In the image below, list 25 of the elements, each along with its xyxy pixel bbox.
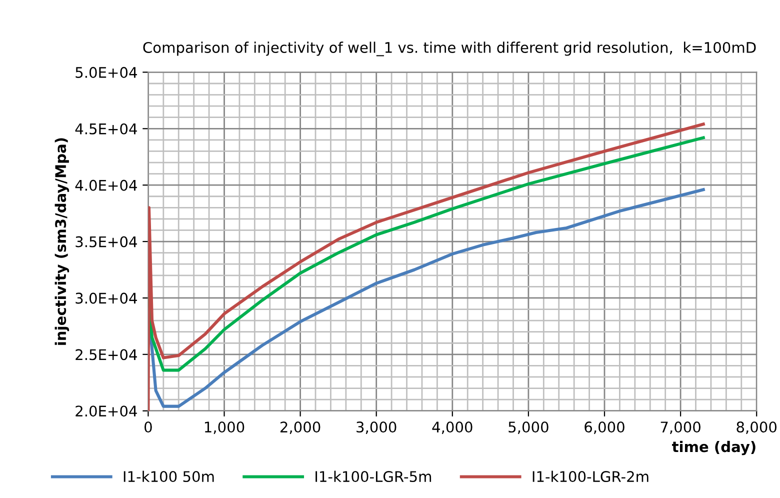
y-tick-label: 2.0E+04	[76, 406, 137, 417]
y-tick-label: 3.0E+04	[76, 292, 137, 304]
y-tick-label: 3.5E+04	[76, 236, 137, 248]
x-tick-label: 0	[144, 422, 152, 433]
x-axis-title: time (day)	[672, 440, 756, 456]
y-tick-label: 4.5E+04	[75, 123, 137, 134]
chart-title: Comparison of injectivity of well_1 vs. time with different grid resolution, k=100mD	[143, 42, 756, 56]
legend-label: I1-k100-LGR-5m	[316, 470, 432, 482]
x-tick-label: 4,000	[432, 422, 472, 434]
line-series	[148, 188, 705, 408]
line-series	[148, 122, 705, 411]
x-tick-label: 8,000	[736, 422, 777, 434]
y-tick-label: 4.0E+04	[75, 180, 137, 191]
legend-label: I1-k100 50m	[124, 470, 214, 482]
legend-label: I1-k100-LGR-2m	[532, 470, 648, 482]
y-tick-label: 2.5E+04	[76, 349, 137, 360]
x-tick-label: 1,000	[204, 422, 244, 434]
line-series	[148, 136, 705, 372]
y-axis-title: injectivity (sm3/day/Mpa)	[54, 138, 70, 345]
x-tick-label: 6,000	[584, 422, 624, 434]
x-tick-label: 5,000	[508, 422, 548, 434]
x-tick-label: 7,000	[660, 422, 700, 434]
x-tick-label: 3,000	[356, 422, 396, 434]
x-tick-label: 2,000	[280, 422, 320, 434]
y-tick-label: 5.0E+04	[76, 66, 137, 78]
